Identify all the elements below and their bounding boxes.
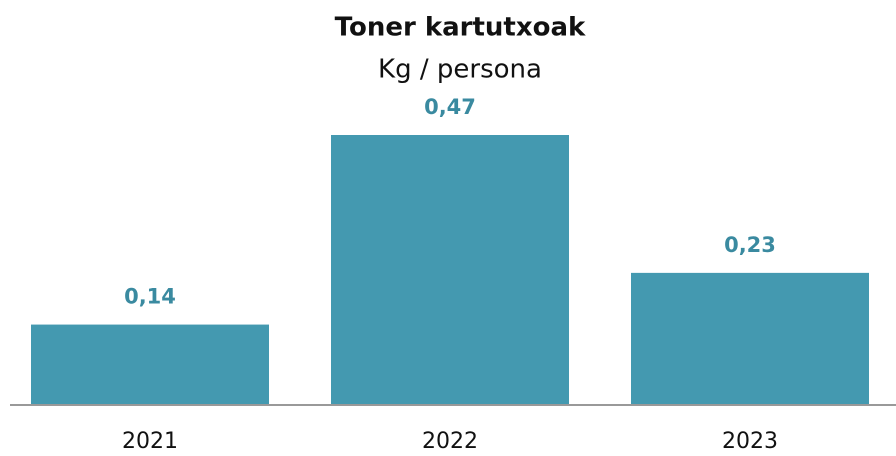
- x-tick-label: 2023: [722, 429, 778, 454]
- value-label: 0,47: [424, 95, 476, 119]
- x-tick-label: 2021: [122, 429, 178, 454]
- chart-subtitle: Kg / persona: [378, 55, 542, 85]
- x-tick-label: 2022: [422, 429, 478, 454]
- value-label: 0,23: [724, 233, 776, 257]
- value-label: 0,14: [124, 285, 176, 309]
- bar: [631, 272, 869, 405]
- bar: [31, 324, 269, 405]
- chart-title: Toner kartutxoak: [335, 13, 586, 43]
- bar: [331, 135, 569, 405]
